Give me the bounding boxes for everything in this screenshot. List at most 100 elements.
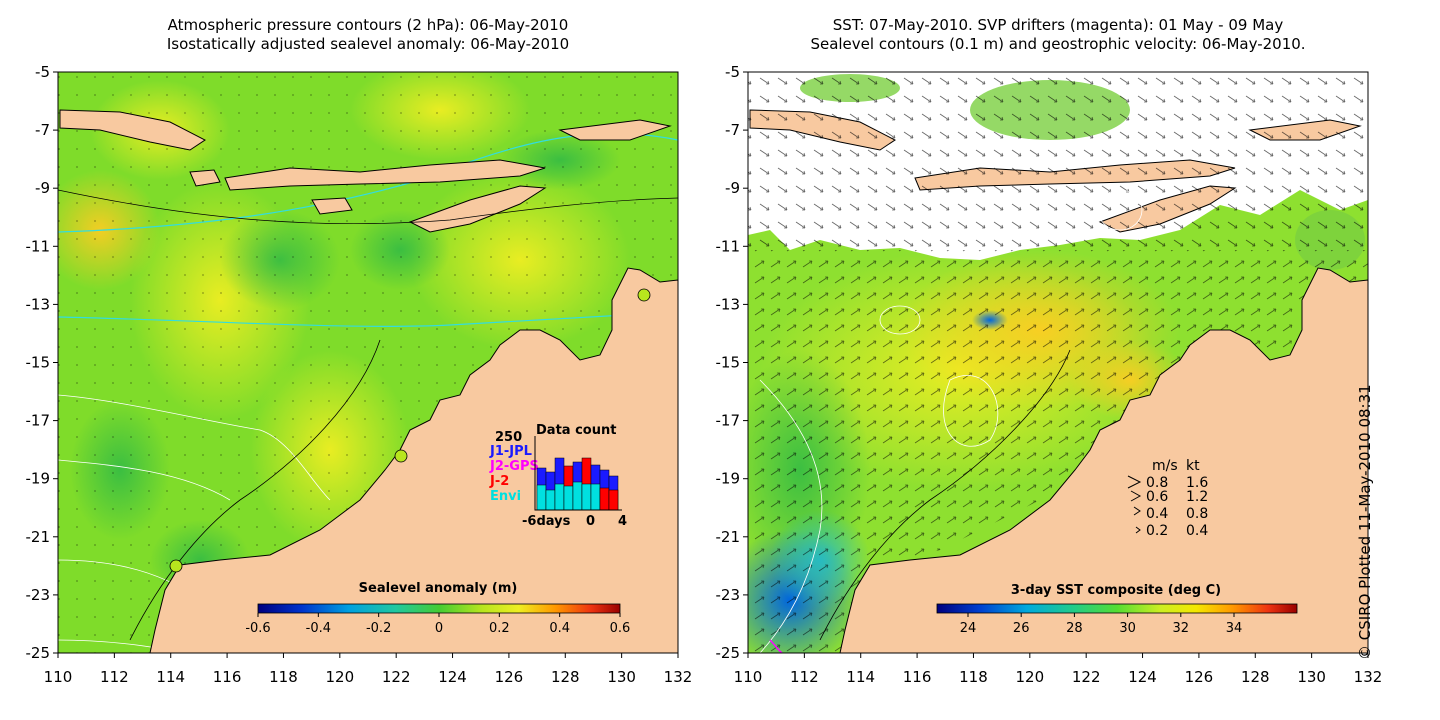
island-java-bali — [59, 109, 206, 151]
y-tick-label: -11 — [26, 237, 51, 255]
colorbar-tick-label: 0.6 — [610, 621, 631, 636]
y-tick-label: -13 — [26, 295, 51, 313]
svp-drifter-track — [769, 639, 783, 653]
velocity-legend-ms: 0.2 — [1146, 523, 1168, 539]
x-tick-label: 128 — [1241, 668, 1270, 686]
velocity-legend-ms: 0.8 — [1146, 475, 1168, 491]
island-flores-east — [558, 119, 672, 141]
x-tick-label: 116 — [903, 668, 932, 686]
y-tick-label: -15 — [26, 354, 51, 372]
colorbar-tick-label: 30 — [1119, 621, 1136, 636]
y-tick-label: -21 — [716, 528, 741, 546]
data-count-title: Data count — [536, 423, 616, 438]
data-count-x-label: -6days — [522, 514, 571, 529]
right-colorbar-gradient — [936, 603, 1298, 614]
tide-gauge-marker — [637, 288, 651, 302]
colorbar-tick-label: 0.4 — [549, 621, 570, 636]
y-tick-label: -5 — [35, 63, 50, 81]
colorbar-tick-label: -0.2 — [366, 621, 391, 636]
data-count-max-label: 250 — [495, 430, 522, 445]
axis-tick-labels: 110 112 114 116 118 120 122 124 126 128 130 132 -5 -7… — [26, 63, 1383, 686]
left-map — [58, 72, 678, 653]
y-tick-label: -19 — [716, 470, 741, 488]
x-tick-label: 120 — [1015, 668, 1044, 686]
y-tick-label: -17 — [716, 412, 741, 430]
x-tick-label: 114 — [156, 668, 185, 686]
data-count-bar — [554, 483, 565, 511]
y-tick-label: -7 — [35, 121, 50, 139]
x-tick-label: 118 — [959, 668, 988, 686]
colorbar-tick-label: 0 — [435, 621, 443, 636]
x-tick-label: 114 — [846, 668, 875, 686]
pressure-contour — [58, 311, 678, 327]
velocity-arrow-0.2 — [1135, 526, 1141, 534]
data-count-bar — [536, 484, 547, 511]
colorbar-tick-label: -0.4 — [306, 621, 331, 636]
y-tick-label: -21 — [26, 528, 51, 546]
data-count-bar — [599, 487, 610, 511]
y-tick-label: -25 — [716, 644, 741, 662]
colorbar-tick-label: -0.6 — [245, 621, 270, 636]
x-tick-label: 124 — [438, 668, 467, 686]
velocity-arrow-0.8 — [1127, 475, 1142, 489]
data-count-bar — [608, 489, 619, 511]
x-tick-label: 110 — [734, 668, 763, 686]
data-count-series-label: J1-JPL — [489, 444, 532, 459]
colorbar-tick-label: 0.2 — [489, 621, 510, 636]
sealevel-contour — [58, 394, 331, 501]
sealevel-contour — [58, 459, 231, 501]
island-sumbawa-flores — [224, 159, 546, 191]
colorbar-tick-label: 24 — [960, 621, 977, 636]
y-tick-label: -13 — [716, 295, 741, 313]
left-colorbar-gradient — [257, 603, 621, 614]
data-count-series-label: J2-GPS — [489, 459, 539, 474]
velocity-legend-header-kt: kt — [1186, 458, 1200, 474]
right-map-title: SST: 07-May-2010. SVP drifters (magenta)… — [748, 16, 1368, 54]
left-title-line1: Atmospheric pressure contours (2 hPa): 0… — [167, 16, 569, 34]
data-count-bar — [563, 485, 574, 511]
bathymetry-contour — [819, 349, 1071, 641]
x-tick-label: 124 — [1128, 668, 1157, 686]
sealevel-contour — [759, 379, 823, 653]
right-title-line2: Sealevel contours (0.1 m) and geostrophi… — [810, 35, 1306, 53]
y-tick-label: -7 — [725, 121, 740, 139]
x-tick-label: 130 — [607, 668, 636, 686]
y-tick-label: -23 — [716, 586, 741, 604]
y-tick-label: -11 — [716, 237, 741, 255]
velocity-arrow-0.6 — [1130, 490, 1142, 502]
velocity-arrow-0.4 — [1133, 506, 1141, 516]
x-tick-label: 132 — [664, 668, 693, 686]
velocity-legend-ms: 0.6 — [1146, 489, 1168, 505]
x-tick-label: 120 — [325, 668, 354, 686]
data-count-bar — [572, 481, 583, 511]
data-count-bar — [590, 483, 601, 511]
data-count-bar — [545, 489, 556, 511]
data-count-series-label: Envi — [490, 489, 521, 504]
right-colorbar-ticks: 24 26 28 30 32 34 — [960, 613, 1242, 636]
colorbar-tick-label: 32 — [1173, 621, 1190, 636]
plot-credit: © CSIRO Plotted 11-May-2010 08:31 — [1356, 384, 1374, 660]
australia-landmass — [839, 267, 1368, 653]
x-tick-label: 116 — [213, 668, 242, 686]
velocity-legend-kt: 1.6 — [1186, 475, 1208, 491]
data-count-inset: Data count 250 J1-JPL J2-GPS J-2 Envi — [489, 423, 627, 529]
left-colorbar-title: Sealevel anomaly (m) — [359, 581, 518, 596]
x-tick-label: 128 — [551, 668, 580, 686]
x-tick-label: 126 — [1185, 668, 1214, 686]
x-tick-label: 122 — [382, 668, 411, 686]
colorbar-tick-label: 26 — [1013, 621, 1030, 636]
data-count-axis — [534, 436, 622, 511]
x-tick-label: 112 — [100, 668, 129, 686]
x-tick-label: 112 — [790, 668, 819, 686]
data-count-x-label: 4 — [618, 514, 627, 529]
x-tick-label: 130 — [1297, 668, 1326, 686]
x-tick-label: 126 — [495, 668, 524, 686]
sealevel-contour — [1097, 189, 1143, 231]
bathymetry-contour — [58, 189, 678, 225]
sealevel-contour — [943, 375, 999, 447]
left-colorbar-ticks: -0.6 -0.4 -0.2 0 0.2 0.4 0.6 — [245, 613, 630, 636]
y-tick-label: -19 — [26, 470, 51, 488]
x-tick-label: 110 — [44, 668, 73, 686]
y-tick-label: -9 — [35, 179, 50, 197]
